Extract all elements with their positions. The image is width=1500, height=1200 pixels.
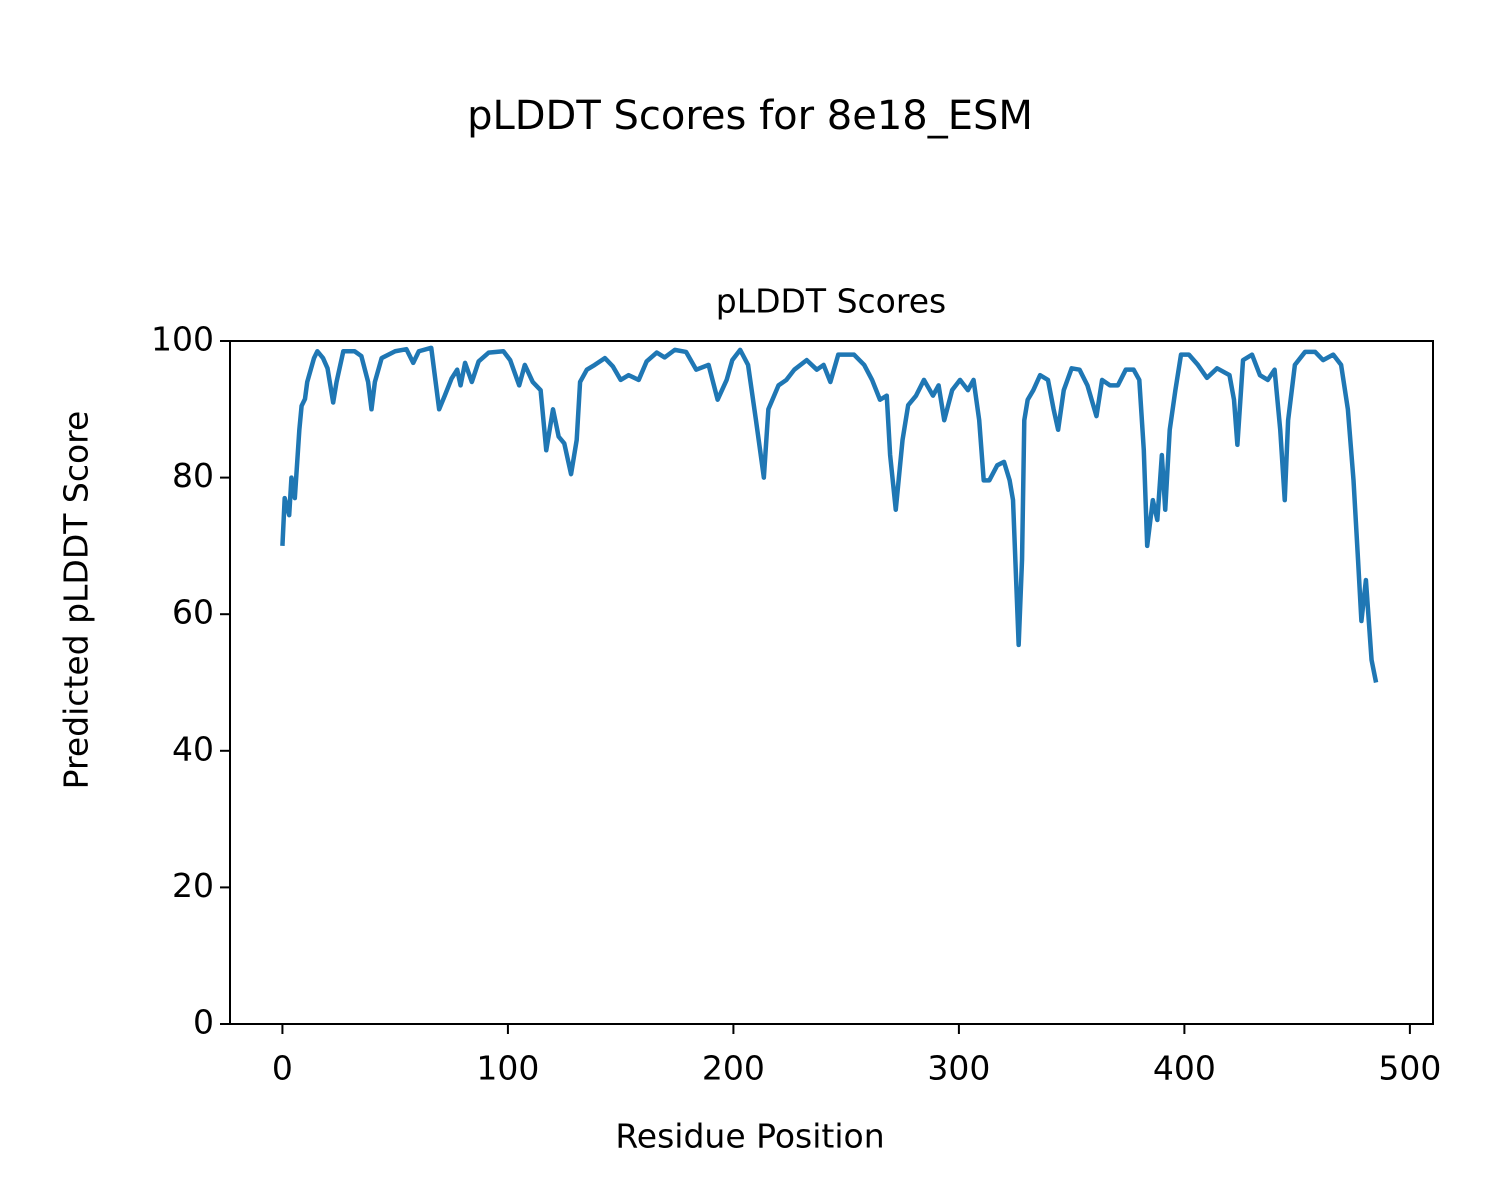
data-line <box>280 345 1379 683</box>
x-tick-label: 300 <box>927 1049 990 1088</box>
y-tick-label: 80 <box>172 456 214 495</box>
plot-frame <box>229 340 1434 1025</box>
y-tick-label: 60 <box>172 593 214 632</box>
chart-title: pLDDT Scores for 8e18_ESM <box>467 93 1033 139</box>
y-tick-label: 40 <box>172 729 214 768</box>
x-tick-label: 0 <box>272 1049 293 1088</box>
x-tick-label: 500 <box>1378 1049 1441 1088</box>
y-tick-label: 20 <box>172 866 214 905</box>
y-axis-label: Predicted pLDDT Score <box>57 411 96 790</box>
x-axis-label: Residue Position <box>615 1117 884 1156</box>
y-tick-label: 0 <box>193 1003 214 1042</box>
x-tick-label: 200 <box>702 1049 765 1088</box>
y-tick-label: 100 <box>151 320 214 359</box>
x-tick-label: 400 <box>1153 1049 1216 1088</box>
chart-subtitle: pLDDT Scores <box>716 282 946 321</box>
x-tick-label: 100 <box>476 1049 539 1088</box>
